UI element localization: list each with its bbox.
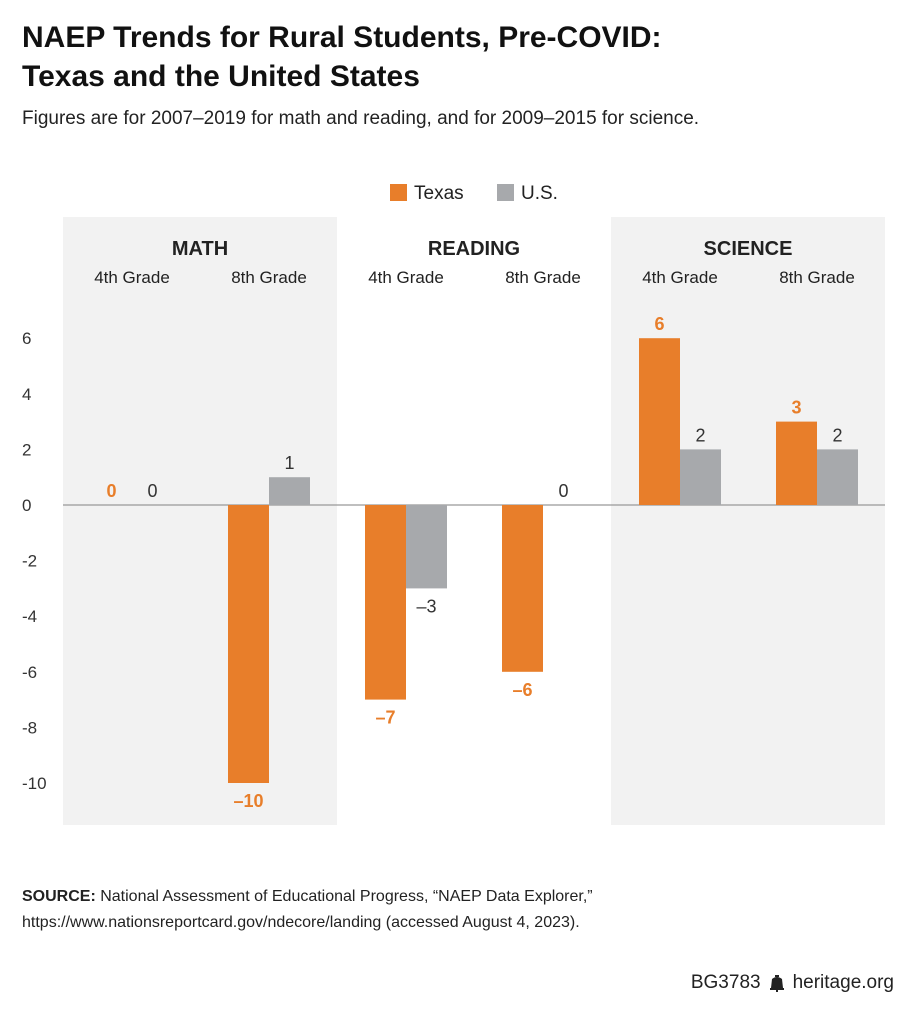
bar-us [406,505,447,589]
footer: BG3783 heritage.org [691,972,894,994]
data-label-texas: –7 [375,708,395,728]
y-tick-label: -4 [22,607,37,626]
y-tick-label: 0 [22,496,31,515]
grade-label: 4th Grade [368,268,444,287]
data-label-texas: 3 [791,398,801,418]
data-label-us: 2 [832,425,842,445]
legend-swatch-us [497,184,514,201]
y-tick-label: 2 [22,440,31,459]
legend-label-texas: Texas [414,183,464,204]
panel-bg-science [611,217,885,825]
data-label-us: 0 [147,481,157,501]
chart-title-line-2: Texas and the United States [22,60,420,93]
bar-us [680,449,721,505]
liberty-bell-icon [769,975,784,992]
bar-texas [639,338,680,505]
y-tick-label: 6 [22,329,31,348]
data-label-texas: 0 [106,481,116,501]
bar-texas [365,505,406,700]
bar-texas [502,505,543,672]
source-text: National Assessment of Educational Progr… [22,888,593,931]
subject-label-reading: READING [428,238,520,260]
site-link[interactable]: heritage.org [792,972,894,993]
bar-us [817,449,858,505]
data-label-us: 1 [284,453,294,473]
y-tick-label: -6 [22,663,37,682]
y-tick-label: -10 [22,774,47,793]
panel-bg-math [63,217,337,825]
source-label: SOURCE: [22,888,96,905]
chart-subtitle: Figures are for 2007–2019 for math and r… [22,108,700,129]
grade-label: 4th Grade [94,268,170,287]
grade-label: 8th Grade [231,268,307,287]
source-note: SOURCE: National Assessment of Education… [22,884,902,936]
bar-texas [776,421,817,505]
data-label-us: –3 [416,596,436,616]
chart-title-line-1: NAEP Trends for Rural Students, Pre-COVI… [22,21,662,54]
legend-label-us: U.S. [521,183,558,204]
subject-label-math: MATH [172,238,228,260]
data-label-us: 2 [695,425,705,445]
grade-label: 8th Grade [505,268,581,287]
bar-us [269,477,310,505]
report-code: BG3783 [690,972,761,993]
legend-swatch-texas [390,184,407,201]
grade-label: 4th Grade [642,268,718,287]
bar-texas [228,505,269,783]
grade-label: 8th Grade [779,268,855,287]
y-tick-label: -2 [22,552,37,571]
data-label-texas: –10 [233,791,263,811]
data-label-us: 0 [558,481,568,501]
y-tick-label: 4 [22,385,31,404]
chart-title: NAEP Trends for Rural Students, Pre-COVI… [22,18,892,96]
data-label-texas: 6 [654,314,664,334]
data-label-texas: –6 [512,680,532,700]
y-tick-label: -8 [22,718,37,737]
subject-label-science: SCIENCE [704,238,793,260]
